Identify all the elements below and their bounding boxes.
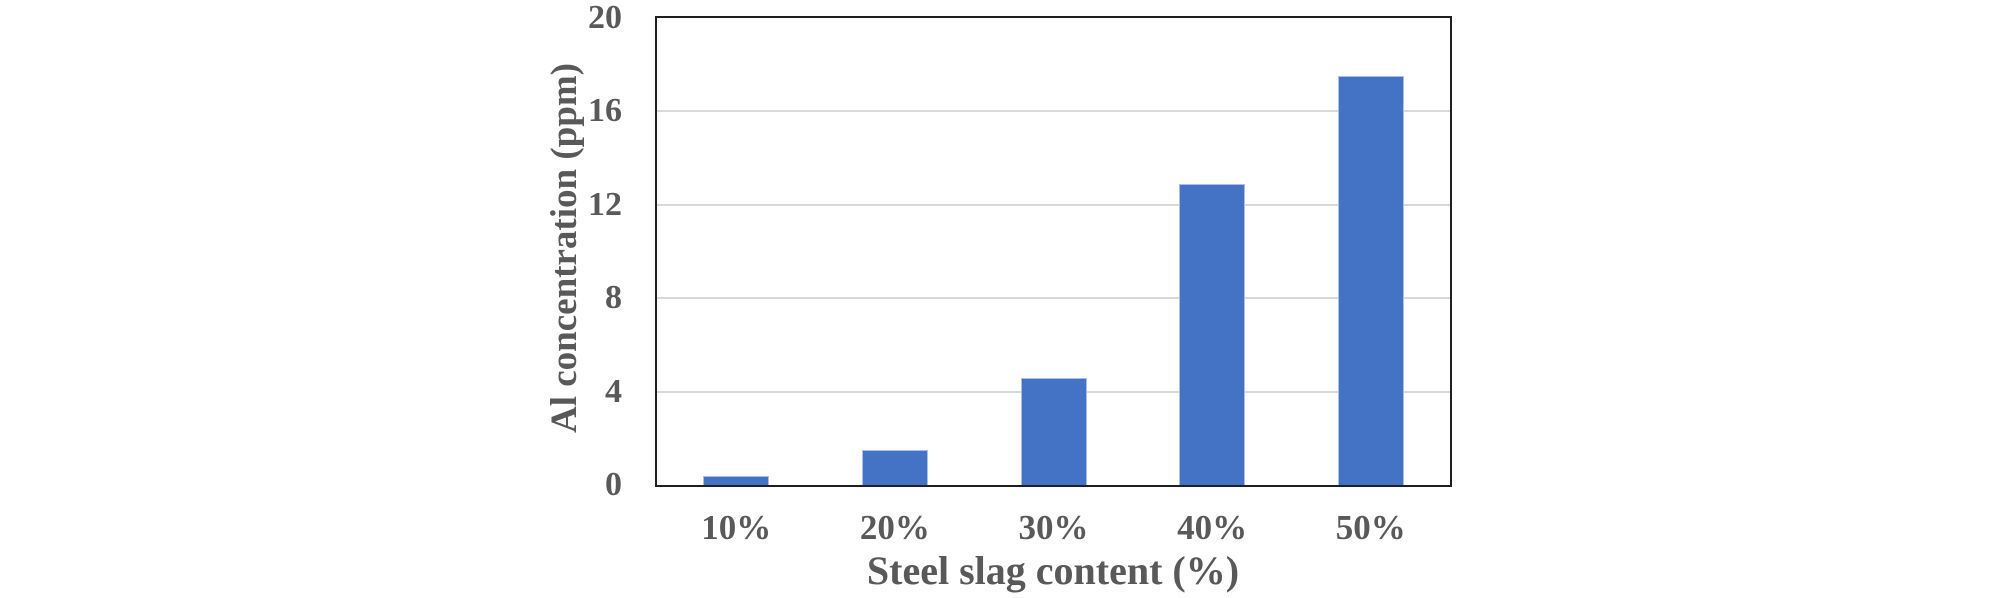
y-tick-label-12: 12 xyxy=(588,185,622,223)
plot-area xyxy=(655,16,1452,487)
gridline-y-16 xyxy=(657,110,1450,113)
y-tick-label-8: 8 xyxy=(605,279,622,317)
bar-40% xyxy=(1179,184,1246,485)
gridline-y-8 xyxy=(657,297,1450,300)
x-tick-label-30%: 30% xyxy=(1018,508,1089,547)
x-tick-label-50%: 50% xyxy=(1335,508,1406,547)
x-tick-label-20%: 20% xyxy=(859,508,930,547)
y-tick-label-16: 16 xyxy=(588,92,622,130)
bar-20% xyxy=(861,450,928,485)
gridline-y-12 xyxy=(657,203,1450,206)
y-tick-label-4: 4 xyxy=(605,372,622,410)
x-tick-label-10%: 10% xyxy=(701,508,772,547)
x-tick-label-40%: 40% xyxy=(1177,508,1248,547)
y-tick-label-20: 20 xyxy=(588,0,622,36)
bar-30% xyxy=(1020,378,1087,485)
bar-50% xyxy=(1337,76,1404,485)
bar-10% xyxy=(703,476,770,485)
y-tick-label-0: 0 xyxy=(605,466,622,503)
x-axis-title: Steel slag content (%) xyxy=(866,548,1240,593)
